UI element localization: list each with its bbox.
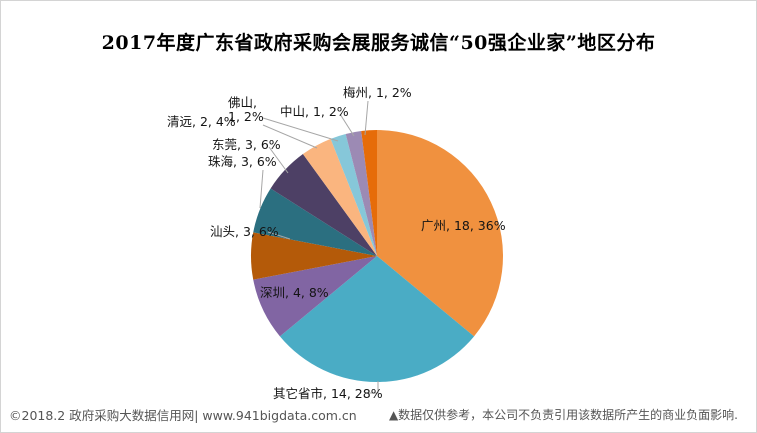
pie-slice-5 (270, 154, 377, 256)
slice-label-qingyuan: 清远, 2, 4% (167, 114, 236, 129)
slice-label-zhuhai: 珠海, 3, 6% (208, 154, 277, 169)
label-leader-line (259, 169, 264, 209)
slice-label-zhongshan: 中山, 1, 2% (280, 104, 349, 119)
pie-slice-6 (302, 138, 377, 256)
slice-label-guangzhou: 广州, 18, 36% (421, 218, 506, 233)
label-leader-line (364, 100, 369, 136)
label-leader-line (267, 231, 291, 240)
pie-slice-3 (250, 232, 377, 280)
slice-label-shenzhen: 深圳, 4, 8% (260, 285, 329, 300)
copyright-text: ©2018.2 政府采购大数据信用网| www.941bigdata.com.c… (9, 408, 357, 423)
slice-label-foshan: 佛山, 1, 2% (228, 95, 264, 124)
slice-label-meizhou: 梅州, 1, 2% (343, 85, 412, 100)
pie-slice-7 (330, 133, 377, 256)
slice-label-dongguan: 东莞, 3, 6% (212, 137, 281, 152)
pie-slice-2 (253, 256, 377, 337)
pie-slice-0 (377, 130, 503, 337)
pie-slice-4 (253, 188, 377, 256)
pie-slice-1 (279, 256, 475, 382)
label-leader-line (339, 113, 355, 137)
disclaimer-text: ▲数据仅供参考，本公司不负责引用该数据所产生的商业负面影响. (388, 408, 738, 422)
slice-label-other-provinces: 其它省市, 14, 28% (273, 386, 383, 401)
label-leader-line (268, 146, 289, 174)
slice-label-shantou: 汕头, 3, 6% (210, 224, 279, 239)
label-leader-line (262, 117, 339, 142)
pie-slice-9 (361, 130, 377, 256)
label-leader-line (262, 124, 318, 149)
pie-slice-8 (345, 130, 377, 256)
chart-title: 2017年度广东省政府采购会展服务诚信“50强企业家”地区分布 (101, 32, 656, 54)
label-leader-line (367, 381, 379, 394)
